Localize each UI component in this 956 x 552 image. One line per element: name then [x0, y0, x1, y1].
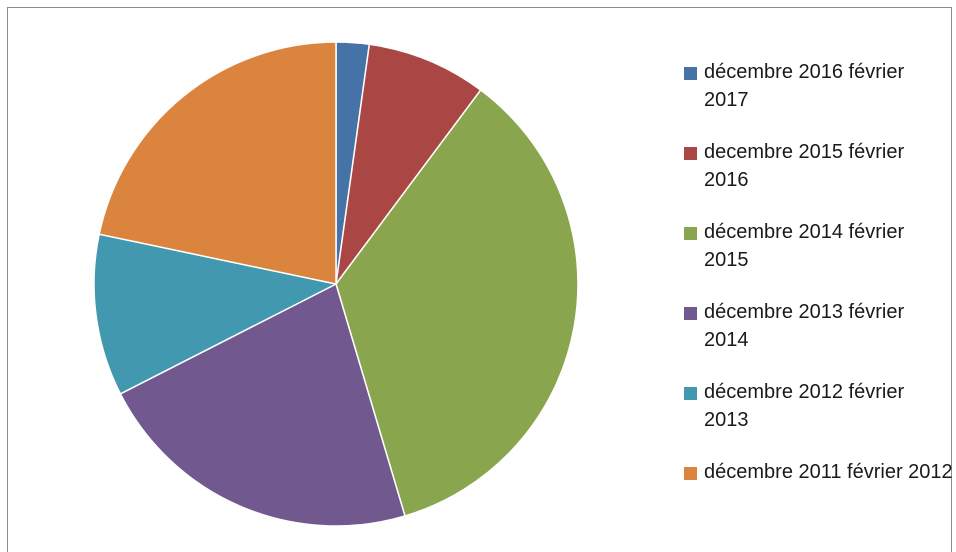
legend-swatch: [684, 67, 697, 80]
legend-item: decembre 2015 février 2016: [684, 138, 954, 218]
legend-label: décembre 2011 février 2012: [704, 461, 953, 483]
legend-label: décembre 2014 février 2015: [704, 221, 905, 271]
legend-item: décembre 2013 février 2014: [684, 298, 954, 378]
legend-item: décembre 2012 février 2013: [684, 378, 954, 458]
legend: décembre 2016 février 2017 decembre 2015…: [684, 58, 954, 538]
pie-slice: [335, 43, 482, 285]
legend-swatch: [684, 307, 697, 320]
legend-label: décembre 2016 février 2017: [704, 61, 905, 111]
legend-label: décembre 2012 février 2013: [704, 381, 905, 431]
pie-slice: [335, 89, 579, 517]
legend-swatch: [684, 387, 697, 400]
chart-area: décembre 2016 février 2017 decembre 2015…: [7, 7, 954, 552]
legend-swatch: [684, 227, 697, 240]
legend-label: decembre 2015 février 2016: [704, 141, 905, 191]
pie-slice: [98, 41, 337, 285]
legend-item: décembre 2014 février 2015: [684, 218, 954, 298]
legend-swatch: [684, 467, 697, 480]
legend-item: décembre 2016 février 2017: [684, 58, 954, 138]
pie-slice: [93, 233, 337, 395]
legend-swatch: [684, 147, 697, 160]
legend-label: décembre 2013 février 2014: [704, 301, 905, 351]
pie-chart: [93, 41, 579, 527]
legend-item: décembre 2011 février 2012: [684, 458, 954, 538]
pie-slice: [119, 283, 406, 527]
